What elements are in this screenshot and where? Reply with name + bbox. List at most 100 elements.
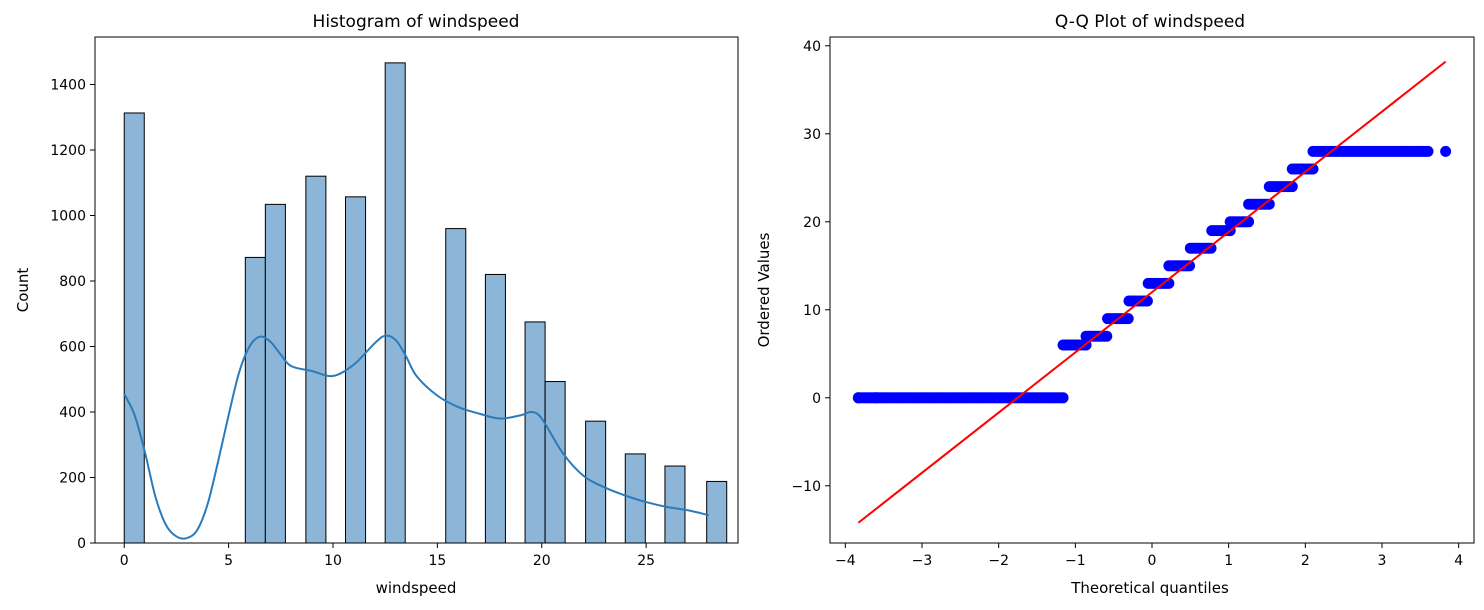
qq-x-tick: 2 [1301, 543, 1310, 569]
qq-plot-y-axis-label: Ordered Values [755, 232, 773, 347]
histogram-plot-area [123, 62, 728, 544]
histogram-x-tick-label: 5 [224, 553, 233, 569]
qq-plot-panel: Q-Q Plot of windspeed −4 −3 −2 −1 0 1 2 3 4 −100… [755, 12, 1475, 597]
histogram-axes-frame [94, 36, 739, 544]
qq-point [852, 392, 864, 404]
qq-x-tick-label: −1 [1065, 553, 1086, 569]
qq-x-tick-label: 3 [1378, 553, 1387, 569]
qq-x-tick: 3 [1378, 543, 1387, 569]
qq-y-tick: 20 [803, 215, 830, 231]
qq-x-tick: −1 [1065, 543, 1086, 569]
histogram-y-tick: 1200 [50, 143, 95, 159]
histogram-x-tick: 10 [324, 543, 342, 569]
histogram-bar [484, 273, 506, 544]
qq-x-tick: −3 [912, 543, 933, 569]
histogram-x-tick-label: 15 [428, 553, 446, 569]
histogram-y-tick: 0 [77, 536, 95, 552]
histogram-bar [706, 480, 728, 544]
qq-plot-x-ticks: −4 −3 −2 −1 0 1 2 3 4 [835, 543, 1463, 569]
qq-point [1440, 145, 1452, 157]
qq-x-tick-label: 1 [1224, 553, 1233, 569]
qq-plot-area [852, 60, 1452, 524]
histogram-y-tick: 600 [59, 339, 95, 355]
histogram-y-tick: 1400 [50, 77, 95, 93]
histogram-x-tick: 20 [533, 543, 551, 569]
qq-plot-title: Q-Q Plot of windspeed [1055, 12, 1245, 32]
qq-y-tick-label: 40 [803, 39, 821, 55]
histogram-bar [264, 203, 286, 544]
qq-x-tick: 4 [1454, 543, 1463, 569]
histogram-x-tick-label: 20 [533, 553, 551, 569]
qq-y-tick: 30 [803, 127, 830, 143]
histogram-x-ticks: 0 5 10 15 20 25 [120, 543, 655, 569]
qq-x-tick-label: −3 [912, 553, 933, 569]
histogram-y-tick-label: 1200 [50, 143, 86, 159]
qq-plot-x-axis-label: Theoretical quantiles [1070, 579, 1229, 597]
histogram-y-tick-label: 600 [59, 339, 86, 355]
histogram-bar [345, 196, 367, 544]
histogram-x-tick-label: 25 [637, 553, 655, 569]
qq-point [1205, 242, 1217, 254]
histogram-y-tick-label: 200 [59, 470, 86, 486]
histogram-y-ticks: 0 200 400 600 800 1000 1200 1400 [50, 77, 95, 552]
histogram-x-tick: 5 [224, 543, 233, 569]
histogram-y-tick: 200 [59, 470, 95, 486]
qq-point [1101, 330, 1113, 342]
qq-y-tick-label: 30 [803, 127, 821, 143]
qq-point [1307, 163, 1319, 175]
qq-x-tick: 0 [1148, 543, 1157, 569]
histogram-x-tick-label: 10 [324, 553, 342, 569]
qq-x-tick-label: −2 [988, 553, 1009, 569]
histogram-bar [544, 381, 566, 544]
qq-point [1422, 145, 1434, 157]
qq-y-tick-label: 0 [812, 391, 821, 407]
histogram-bar [305, 175, 327, 544]
qq-plot-y-ticks: −10 0 10 20 30 40 [791, 39, 830, 495]
histogram-y-tick-label: 0 [77, 536, 86, 552]
histogram-bar [123, 112, 145, 544]
histogram-panel: Histogram of windspeed 0 5 10 15 20 25 0 200 40… [14, 12, 739, 597]
qq-point [1057, 392, 1069, 404]
qq-point [1122, 313, 1134, 325]
qq-point [870, 392, 882, 404]
histogram-y-axis-label: Count [14, 268, 32, 313]
qq-x-tick: −4 [835, 543, 856, 569]
qq-x-tick-label: 0 [1148, 553, 1157, 569]
histogram-x-tick: 15 [428, 543, 446, 569]
qq-x-tick-label: −4 [835, 553, 856, 569]
histogram-x-tick: 25 [637, 543, 655, 569]
histogram-bar [524, 321, 546, 544]
histogram-y-tick: 800 [59, 274, 95, 290]
histogram-bar [585, 420, 607, 544]
qq-plot-axes-frame [829, 36, 1475, 544]
histogram-bar [384, 62, 406, 544]
qq-x-tick-label: 2 [1301, 553, 1310, 569]
histogram-y-tick: 400 [59, 405, 95, 421]
qq-y-tick: −10 [791, 479, 830, 495]
histogram-y-tick-label: 400 [59, 405, 86, 421]
qq-y-tick: 40 [803, 39, 830, 55]
histogram-y-tick: 1000 [50, 208, 95, 224]
histogram-x-tick: 0 [120, 543, 129, 569]
histogram-bar [664, 465, 686, 544]
qq-x-tick-label: 4 [1454, 553, 1463, 569]
histogram-y-tick-label: 1000 [50, 208, 86, 224]
qq-fit-line [857, 60, 1447, 524]
qq-y-tick-label: 10 [803, 303, 821, 319]
qq-x-tick: −2 [988, 543, 1009, 569]
qq-point [1243, 216, 1255, 228]
qq-point [1141, 295, 1153, 307]
qq-y-tick-label: 20 [803, 215, 821, 231]
qq-y-tick: 10 [803, 303, 830, 319]
histogram-x-axis-label: windspeed [376, 579, 457, 597]
histogram-y-tick-label: 800 [59, 274, 86, 290]
histogram-kde-line [123, 334, 710, 540]
histogram-bar [244, 256, 266, 544]
histogram-x-tick-label: 0 [120, 553, 129, 569]
qq-point [1184, 260, 1196, 272]
qq-y-tick-label: −10 [791, 479, 821, 495]
qq-y-tick: 0 [812, 391, 830, 407]
histogram-title: Histogram of windspeed [313, 12, 520, 32]
qq-x-tick: 1 [1224, 543, 1233, 569]
